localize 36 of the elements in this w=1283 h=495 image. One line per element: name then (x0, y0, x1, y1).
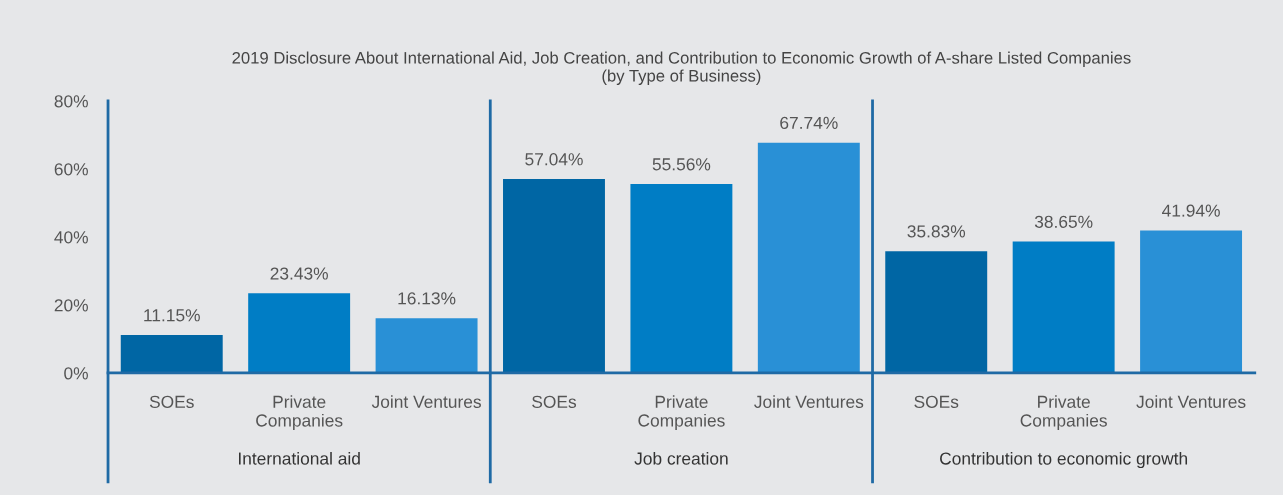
bar (248, 293, 351, 373)
x-tick-label: Private Companies (1020, 395, 1107, 431)
data-label: 57.04% (525, 153, 583, 166)
x-tick-label: SOEs (149, 395, 194, 408)
x-tick-label: Joint Ventures (371, 395, 481, 408)
y-tick-label: 80% (54, 95, 88, 108)
text: International aid (238, 451, 360, 465)
x-tick-label: SOEs (914, 395, 959, 408)
chart-title: 2019 Disclosure About International Aid, Job Creation, and Contribution to Economic Growth of A-share Listed Companies (by Type of Business) (232, 51, 1131, 85)
data-label: 23.43% (270, 267, 328, 280)
x-tick-label: Joint Ventures (1136, 395, 1246, 408)
bar (757, 142, 860, 373)
bar (885, 251, 988, 373)
data-label: 55.56% (652, 158, 711, 171)
x-tick-label: Joint Ventures (754, 395, 864, 408)
bar (630, 184, 733, 373)
y-tick-label: 60% (54, 163, 88, 176)
x-tick-label: SOEs (532, 395, 577, 408)
data-label: 16.13% (398, 292, 456, 305)
data-label: 35.83% (907, 225, 966, 238)
data-label: 38.65% (1034, 215, 1093, 228)
data-label: 67.74% (780, 116, 838, 130)
y-tick-label: 0% (64, 367, 88, 380)
bar (1140, 230, 1243, 373)
text: Job creation (634, 451, 728, 465)
data-label: 41.94% (1162, 204, 1220, 217)
bar (120, 335, 223, 373)
bar (503, 179, 605, 373)
y-tick-label: 20% (54, 299, 88, 312)
bar (1012, 241, 1115, 373)
data-label: 11.15% (144, 309, 200, 322)
x-tick-label: Private Companies (638, 395, 725, 431)
bar (375, 318, 478, 373)
y-tick-label: 40% (54, 231, 88, 244)
text: Contribution to economic growth (940, 451, 1188, 469)
x-tick-label: Private Companies (256, 395, 343, 431)
